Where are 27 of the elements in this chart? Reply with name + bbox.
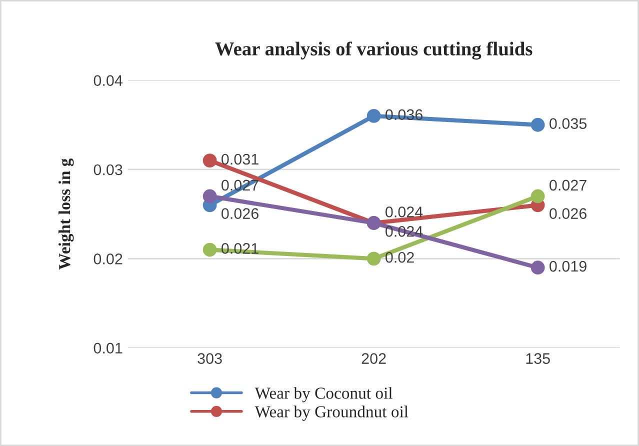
- data-label: 0.031: [222, 154, 258, 165]
- x-tick-label: 303: [198, 353, 222, 364]
- y-tick-label: 0.03: [94, 164, 122, 176]
- data-label: 0.026: [222, 208, 258, 219]
- point: [530, 260, 545, 275]
- point: [202, 189, 217, 204]
- legend-label: Wear by Coconut oil: [254, 387, 392, 402]
- data-label: 0.026: [550, 208, 586, 219]
- y-tick-label: 0.02: [94, 254, 122, 264]
- chart-title: Wear analysis of various cutting fluids: [215, 42, 532, 60]
- data-label: 0.027: [550, 180, 586, 191]
- point: [202, 242, 217, 257]
- data-label: 0.019: [550, 260, 586, 272]
- point: [366, 252, 381, 266]
- data-label: 0.035: [550, 118, 587, 129]
- data-label: 0.024: [386, 206, 423, 218]
- y-axis-title: Weight loss in g: [58, 158, 74, 270]
- point: [202, 154, 217, 168]
- point: [530, 118, 545, 132]
- point: [366, 109, 381, 123]
- x-tick-label: 202: [362, 353, 386, 364]
- legend-label: Wear by Groundnut oil: [254, 406, 408, 421]
- y-tick-label: 0.04: [94, 75, 122, 86]
- point: [530, 189, 545, 204]
- y-tick-label: 0.01: [94, 342, 122, 354]
- data-label: 0.02: [386, 252, 414, 263]
- x-tick-label: 135: [526, 353, 550, 364]
